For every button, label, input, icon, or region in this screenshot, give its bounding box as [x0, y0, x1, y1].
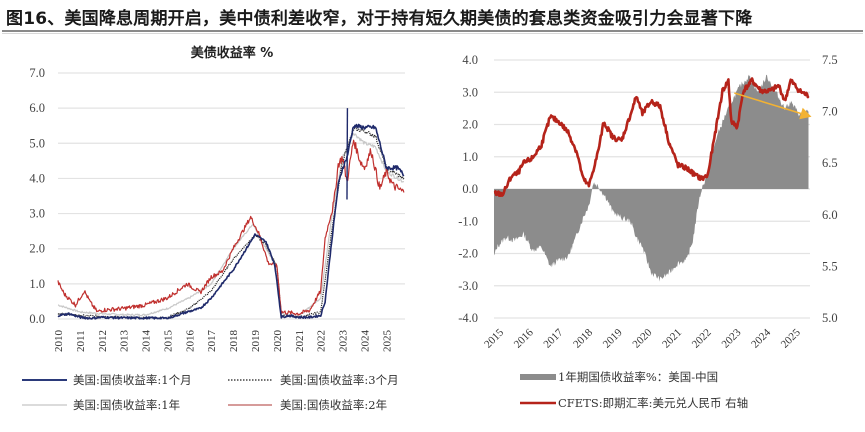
x-tick-label: 2023	[719, 326, 743, 350]
left-chart-x-axis: 2010 2011 2012 2013 2014 2015 2016 2017 2018 2019…	[53, 330, 393, 353]
x-tick-label: 2021	[294, 330, 306, 352]
y-tick-label: 0.0	[29, 312, 45, 326]
trend-arrow-annotation	[734, 92, 812, 120]
x-tick-label: 2015	[162, 330, 174, 353]
x-tick-label: 2019	[250, 330, 262, 353]
right-chart-yield-spread-area	[494, 74, 809, 282]
y-tick-label-left: -3.0	[458, 279, 478, 293]
legend-label-fx: CFETS:即期汇率:美元兑人民币 右轴	[558, 396, 748, 410]
x-tick-label: 2014	[141, 330, 153, 353]
y-tick-label: 6.0	[29, 101, 45, 115]
series-line-1y	[57, 132, 405, 318]
y-tick-label-left: 1.0	[462, 150, 478, 164]
trend-arrow-head-icon	[799, 107, 812, 120]
x-tick-label: 2010	[53, 330, 65, 353]
x-tick-label: 2013	[119, 330, 131, 353]
series-line-2y	[57, 139, 405, 316]
title-divider	[2, 30, 863, 32]
x-tick-label: 2015	[482, 326, 506, 350]
series-line-1m	[57, 123, 405, 320]
y-tick-label-right: 5.0	[822, 311, 838, 325]
y-tick-label-left: 2.0	[462, 118, 478, 132]
right-chart-left-y-axis: 4.0 3.0 2.0 1.0 0.0 -1.0 -2.0 -3.0 -4.0	[458, 53, 478, 325]
x-tick-label: 2019	[601, 326, 625, 350]
x-tick-label: 2017	[206, 330, 218, 353]
x-tick-label: 2018	[571, 326, 595, 350]
title-divider-thin	[2, 33, 863, 34]
y-tick-label-right: 7.5	[822, 53, 838, 67]
x-tick-label: 2022	[316, 330, 328, 352]
left-chart-y-axis: 0.0 1.0 2.0 3.0 4.0 5.0 6.0 7.0	[29, 66, 45, 326]
x-tick-label: 2025	[779, 326, 803, 350]
y-tick-label-left: -1.0	[458, 214, 478, 228]
legend-swatch-spread	[520, 374, 556, 380]
left-chart-title: 美债收益率 %	[191, 45, 274, 61]
x-tick-label: 2021	[660, 327, 684, 351]
x-tick-label: 2024	[749, 326, 773, 350]
x-tick-label: 2012	[97, 330, 109, 352]
y-tick-label: 1.0	[29, 277, 45, 291]
legend-label-3m: 美国:国债收益率:3个月	[280, 373, 399, 387]
x-tick-label: 2011	[75, 330, 87, 352]
y-tick-label-left: -4.0	[458, 311, 478, 325]
x-tick-label: 2025	[381, 330, 393, 353]
y-tick-label-right: 6.5	[822, 156, 838, 170]
y-tick-label: 5.0	[29, 136, 45, 150]
x-tick-label: 2017	[541, 326, 565, 350]
y-tick-label: 4.0	[29, 171, 45, 185]
trend-arrow-shaft	[734, 92, 802, 115]
right-chart-x-axis: 2015 2016 2017 2018 2019 2020 2021 2022 2023 2024…	[482, 326, 803, 350]
x-tick-label: 2020	[630, 326, 654, 350]
y-tick-label: 7.0	[29, 66, 45, 80]
y-tick-label: 3.0	[29, 207, 45, 221]
y-tick-label-left: 3.0	[462, 85, 478, 99]
fx-rate-line	[493, 77, 810, 197]
x-tick-label: 2024	[359, 330, 371, 353]
x-tick-label: 2018	[228, 330, 240, 353]
yield-spread-area	[494, 74, 809, 282]
x-tick-label: 2016	[184, 330, 196, 353]
y-tick-label-left: 4.0	[462, 53, 478, 67]
y-tick-label: 2.0	[29, 242, 45, 256]
x-tick-label: 2020	[272, 330, 284, 353]
legend-label-2y: 美国:国债收益率:2年	[280, 398, 387, 412]
legend-label-1y: 美国:国债收益率:1年	[73, 398, 180, 412]
x-tick-label: 2016	[512, 326, 536, 350]
x-tick-label: 2023	[338, 330, 350, 353]
y-tick-label-right: 6.0	[822, 208, 838, 222]
right-chart-legend: 1年期国债收益率%：美国-中国 CFETS:即期汇率:美元兑人民币 右轴	[520, 370, 748, 410]
left-chart-us-treasury-yields: 美债收益率 % 0.01.02.03.04.05.06.07.0 2010 201…	[22, 45, 405, 412]
left-chart-gridlines	[58, 72, 405, 320]
legend-label-spread: 1年期国债收益率%：美国-中国	[558, 370, 718, 384]
figure-title: 图16、美国降息周期开启，美中债利差收窄，对于持有短久期美债的套息类资金吸引力会…	[6, 9, 753, 29]
right-chart-fx-line	[493, 77, 810, 197]
right-chart-spread-vs-fx: 4.0 3.0 2.0 1.0 0.0 -1.0 -2.0 -3.0 -4.0 7.5 7.0 6.…	[458, 53, 837, 410]
y-tick-label-left: 0.0	[462, 182, 478, 196]
series-line-3m	[57, 127, 405, 320]
left-chart-legend: 美国:国债收益率:1个月 美国:国债收益率:3个月 美国:国债收益率:1年 美国…	[22, 373, 399, 412]
x-tick-label: 2022	[690, 327, 714, 351]
y-tick-label-right: 7.0	[822, 105, 838, 119]
legend-label-1m: 美国:国债收益率:1个月	[73, 373, 192, 387]
left-chart-series	[57, 108, 405, 320]
y-tick-label-left: -2.0	[458, 247, 478, 261]
y-tick-label-right: 5.5	[822, 259, 838, 273]
right-chart-right-y-axis: 7.5 7.0 6.5 6.0 5.5 5.0	[822, 53, 838, 325]
